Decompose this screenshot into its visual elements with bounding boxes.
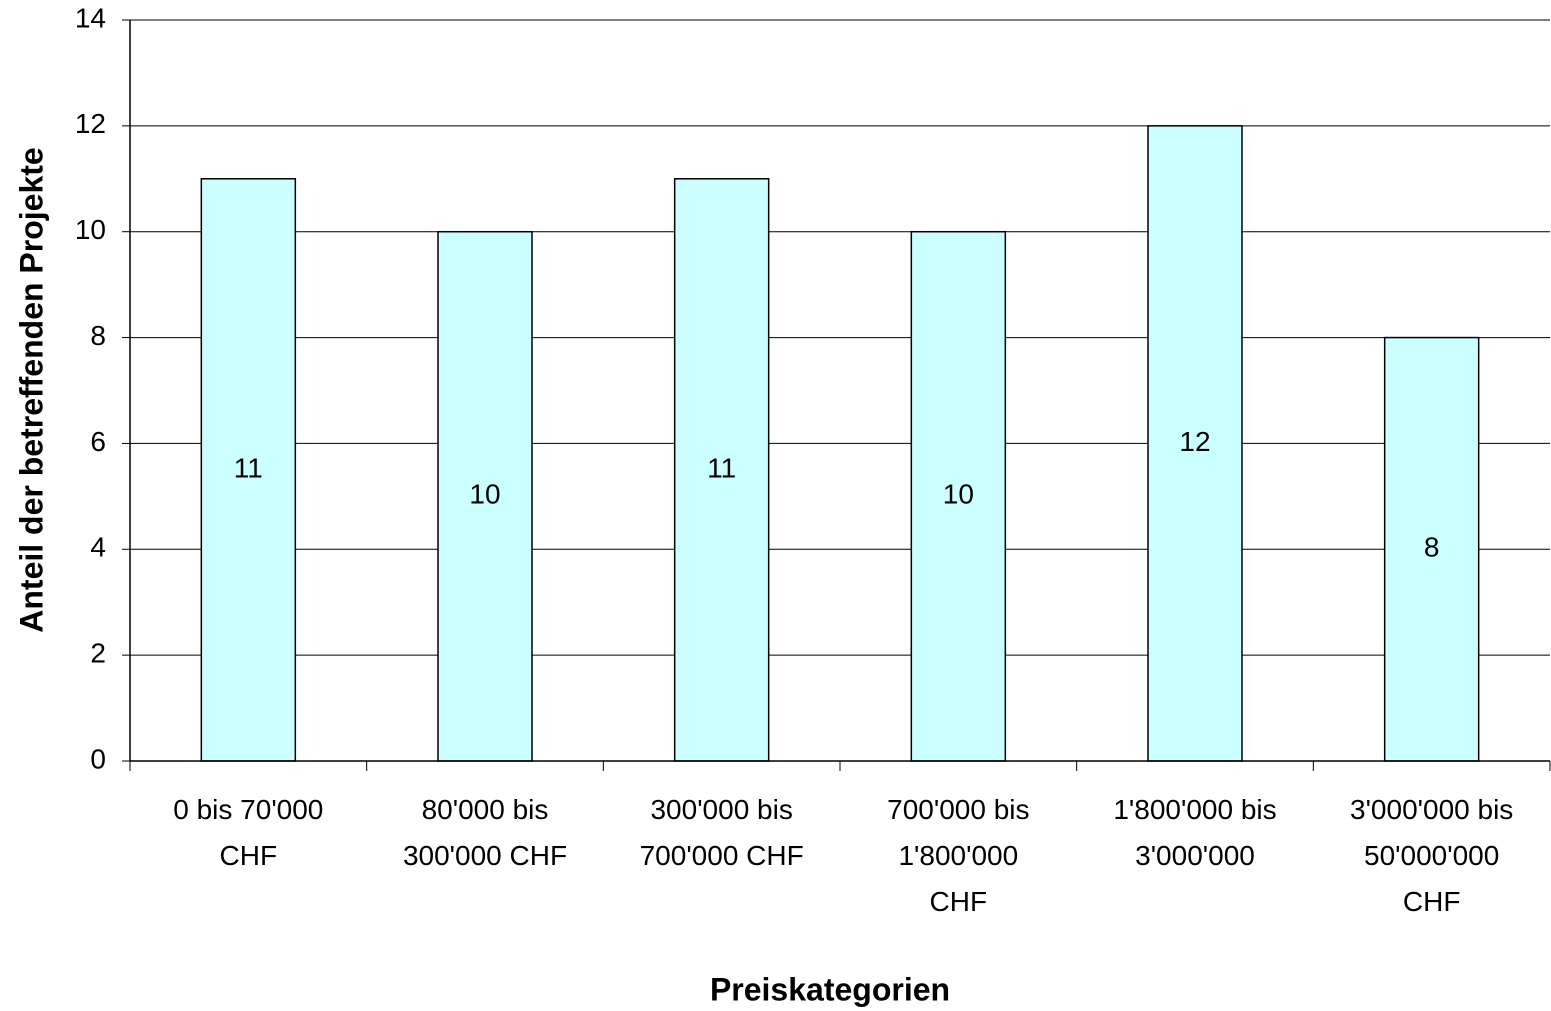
x-tick-label-line: 300'000 bis (650, 794, 792, 825)
x-tick-label-line: CHF (220, 840, 278, 871)
x-tick-label-line: 50'000'000 (1364, 840, 1499, 871)
y-tick-label: 12 (75, 108, 106, 139)
y-tick-label: 0 (90, 743, 106, 774)
x-tick-label-line: CHF (1403, 886, 1461, 917)
y-tick-label: 2 (90, 638, 106, 669)
x-tick-label: 0 bis 70'000 CHF (173, 794, 323, 871)
bar (200, 178, 297, 762)
bar (673, 178, 770, 762)
x-tick-label-line: 0 bis 70'000 (173, 794, 323, 825)
y-tick-label: 8 (90, 320, 106, 351)
bar (910, 230, 1007, 762)
y-tick-label: 6 (90, 426, 106, 457)
x-tick-label: 700'000 bis 1'800'000 CHF (887, 794, 1029, 917)
x-tick-label-line: 1'800'000 (898, 840, 1018, 871)
x-tick-label-line: 300'000 CHF (403, 840, 567, 871)
x-tick-label-line: 1'800'000 bis (1113, 794, 1276, 825)
x-tick-label: 80'000 bis 300'000 CHF (403, 794, 567, 871)
x-tick-label-line: 80'000 bis (422, 794, 549, 825)
x-tick-label-line: 700'000 CHF (640, 840, 804, 871)
y-tick-label: 4 (90, 532, 106, 563)
y-axis-title: Anteil der betreffenden Projekte (13, 147, 49, 632)
data-label: 12 (1179, 426, 1210, 457)
x-axis-title: Preiskategorien (710, 971, 950, 1007)
x-tick-label-line: 700'000 bis (887, 794, 1029, 825)
x-tick-label-line: 3'000'000 bis (1350, 794, 1513, 825)
data-label: 11 (707, 452, 736, 483)
x-tick-label: 3'000'000 bis 50'000'000 CHF (1350, 794, 1513, 917)
y-tick-label: 10 (75, 214, 106, 245)
x-tick-label: 1'800'000 bis 3'000'000 (1113, 794, 1276, 871)
data-label: 10 (469, 479, 500, 510)
bar (1383, 336, 1480, 762)
data-label: 10 (943, 479, 974, 510)
data-label: 11 (234, 452, 263, 483)
x-tick-label-line: CHF (930, 886, 988, 917)
bar (1147, 125, 1243, 762)
x-tick-label: 300'000 bis 700'000 CHF (640, 794, 804, 871)
bar (437, 230, 533, 762)
y-tick-label: 14 (75, 2, 106, 33)
x-tick-label-line: 3'000'000 (1135, 840, 1255, 871)
data-label: 8 (1424, 532, 1440, 563)
